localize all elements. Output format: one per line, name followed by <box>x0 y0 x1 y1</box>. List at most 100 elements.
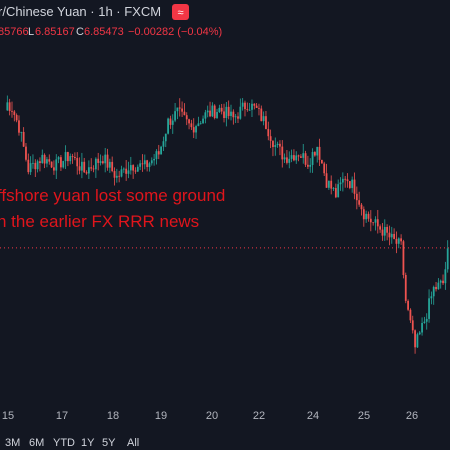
candle-body <box>199 123 202 125</box>
candle-body <box>316 146 319 156</box>
range-button-3m[interactable]: 3M <box>5 437 20 449</box>
candle-body <box>150 160 153 164</box>
candle-body <box>437 282 440 290</box>
candle-body <box>290 155 293 159</box>
x-tick-label: 15 <box>2 410 14 422</box>
candle-body <box>118 175 121 177</box>
candle-body <box>36 161 39 170</box>
x-tick-label: 25 <box>358 410 370 422</box>
candle-body <box>178 107 181 109</box>
candle-body <box>341 178 344 183</box>
candle-body <box>302 153 305 158</box>
candle-body <box>83 161 86 173</box>
candle-body <box>246 109 249 110</box>
candle-body <box>407 300 409 310</box>
candle-body <box>404 274 407 301</box>
candle-body <box>239 106 242 119</box>
range-button-5y[interactable]: 5Y <box>102 437 116 449</box>
candle-body <box>402 241 405 275</box>
candle-body <box>134 170 137 172</box>
candle-body <box>425 318 428 322</box>
candle-body <box>253 103 256 106</box>
x-tick-label: 24 <box>307 410 319 422</box>
candle-body <box>122 168 125 170</box>
candle-body <box>318 146 321 160</box>
candle-body <box>300 156 302 158</box>
x-tick-label: 19 <box>155 410 167 422</box>
range-button-1y[interactable]: 1Y <box>81 437 95 449</box>
candle-body <box>279 143 281 147</box>
range-button-ytd[interactable]: YTD <box>53 437 75 449</box>
candle-body <box>381 229 384 236</box>
candle-body <box>244 102 246 110</box>
candle-body <box>25 146 27 160</box>
candle-body <box>353 179 356 194</box>
candle-body <box>355 193 358 201</box>
candle-body <box>339 182 342 185</box>
candle-body <box>372 222 375 224</box>
candle-body <box>311 152 314 165</box>
candle-body <box>160 146 163 155</box>
candle-body <box>143 160 146 165</box>
range-button-6m[interactable]: 6M <box>29 437 44 449</box>
candle-body <box>174 111 176 121</box>
candle-body <box>176 107 179 112</box>
candle-body <box>442 280 444 284</box>
x-tick-label: 26 <box>406 410 418 422</box>
candle-body <box>327 180 330 188</box>
range-button-all[interactable]: All <box>127 437 139 449</box>
wave-icon-glyph: ≈ <box>177 7 183 19</box>
candle-body <box>71 156 74 157</box>
candle-body <box>237 116 239 119</box>
candle-body <box>164 133 167 142</box>
candle-body <box>108 161 111 168</box>
candle-body <box>18 120 20 133</box>
candle-body <box>255 105 258 108</box>
wave-icon[interactable] <box>172 4 189 20</box>
candle-body <box>241 102 244 107</box>
candle-body <box>41 154 44 164</box>
candle-body <box>146 160 149 168</box>
candle-body <box>288 158 291 163</box>
candle-body <box>414 330 416 348</box>
candle-body <box>293 155 295 161</box>
candle-body <box>395 238 398 244</box>
candle-body <box>11 110 13 112</box>
candle-body <box>386 226 389 233</box>
candle-body <box>379 226 382 230</box>
ohlc-low-label: L <box>28 26 34 38</box>
candle-body <box>43 154 46 164</box>
range-bar <box>0 430 450 450</box>
candle-body <box>113 171 116 178</box>
candle-body <box>276 143 279 146</box>
candle-body <box>125 168 128 174</box>
candle-body <box>85 172 88 174</box>
candle-body <box>209 110 211 117</box>
candle-body <box>260 108 263 122</box>
ohlc-close-value: 6.85473 <box>84 26 124 38</box>
candle-body <box>397 238 400 244</box>
candle-body <box>92 168 95 170</box>
candle-body <box>269 136 272 141</box>
candle-body <box>295 155 298 161</box>
x-axis: 15 17 18 19 20 22 24 25 26 <box>2 410 418 422</box>
candle-body <box>197 123 200 127</box>
candle-body <box>383 226 386 236</box>
candle-body <box>20 131 23 133</box>
range-buttons: 3M 6M YTD 1Y 5Y All <box>5 437 139 449</box>
candle-body <box>101 161 104 164</box>
candle-body <box>344 178 347 180</box>
candle-body <box>97 158 100 163</box>
candle-body <box>435 286 437 290</box>
candle-body <box>234 116 237 118</box>
candle-body <box>367 213 370 219</box>
candle-body <box>99 161 102 163</box>
candle-body <box>6 102 9 111</box>
candle-body <box>60 157 62 168</box>
candle-body <box>227 106 230 116</box>
candle-body <box>313 152 316 156</box>
candle-body <box>400 238 402 242</box>
annotation-line-2: n the earlier FX RRR news <box>0 212 199 231</box>
candle-body <box>272 140 274 148</box>
